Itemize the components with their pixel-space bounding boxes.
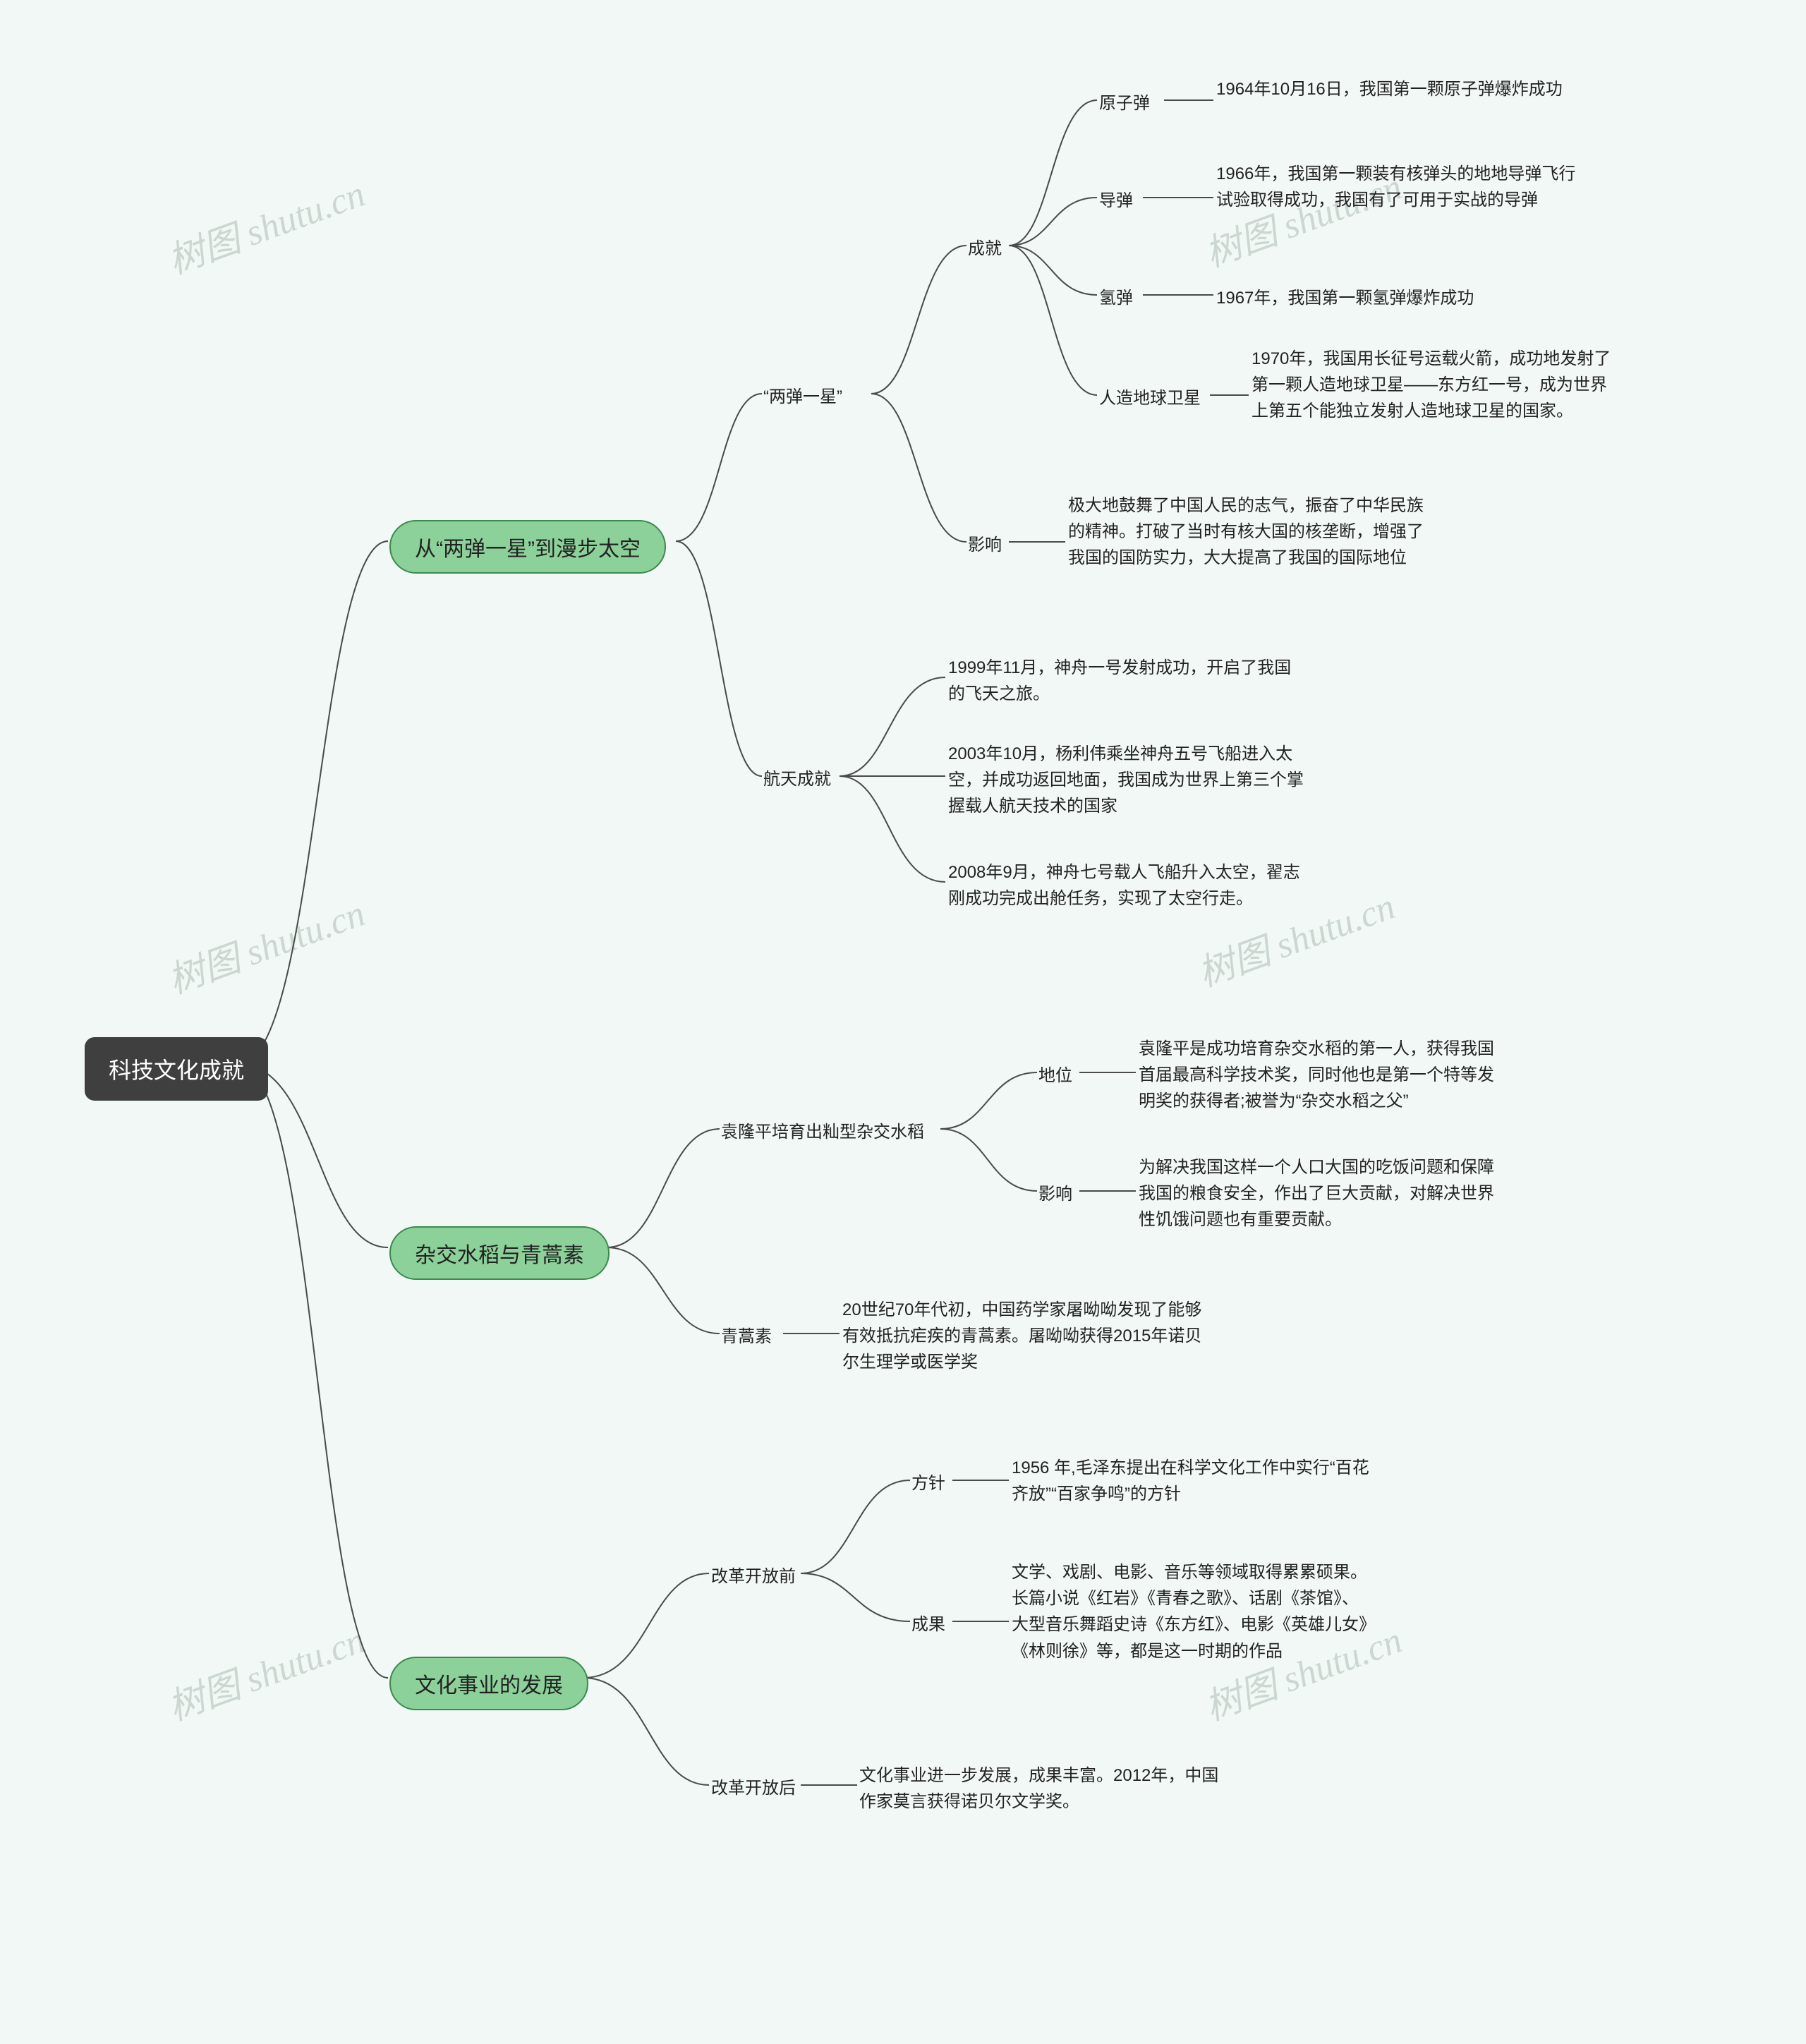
leaf-shenzhou1: 1999年11月，神舟一号发射成功，开启了我国的飞天之旅。 — [948, 655, 1308, 707]
leaf-policy: 1956 年,毛泽东提出在科学文化工作中实行“百花齐放”“百家争鸣”的方针 — [1012, 1455, 1371, 1507]
leaf-satellite: 1970年，我国用长征号运载火箭，成功地发射了第一颗人造地球卫星——东方红一号，… — [1252, 346, 1611, 425]
leaf-status: 袁隆平是成功培育杂交水稻的第一人，获得我国首届最高科学技术奖，同时他也是第一个特… — [1139, 1036, 1498, 1115]
leaf-missile: 1966年，我国第一颗装有核弹头的地地导弹飞行试验取得成功，我国有了可用于实战的… — [1216, 161, 1576, 213]
leaf-impact-1: 极大地鼓舞了中国人民的志气，振奋了中华民族的精神。打破了当时有核大国的核垄断，增… — [1068, 492, 1428, 572]
branch-rice[interactable]: 杂交水稻与青蒿素 — [389, 1226, 610, 1280]
sub-atom[interactable]: 原子弹 — [1099, 90, 1150, 116]
sub-missile[interactable]: 导弹 — [1099, 188, 1133, 214]
watermark: 树图 shutu.cn — [159, 883, 371, 1003]
leaf-hbomb: 1967年，我国第一颗氢弹爆炸成功 — [1216, 285, 1474, 311]
sub-achievements[interactable]: 成就 — [968, 236, 1002, 262]
sub-yuan[interactable]: 袁隆平培育出籼型杂交水稻 — [721, 1119, 924, 1145]
branch-space[interactable]: 从“两弹一星”到漫步太空 — [389, 520, 666, 574]
connector-layer — [0, 0, 1806, 2044]
leaf-shenzhou7: 2008年9月，神舟七号载人飞船升入太空，翟志刚成功完成出舱任务，实现了太空行走… — [948, 859, 1308, 912]
sub-impact-1[interactable]: 影响 — [968, 532, 1002, 558]
sub-status[interactable]: 地位 — [1038, 1063, 1072, 1089]
leaf-impact-2: 为解决我国这样一个人口大国的吃饭问题和保障我国的粮食安全，作出了巨大贡献，对解决… — [1139, 1154, 1498, 1233]
root-node[interactable]: 科技文化成就 — [85, 1037, 268, 1101]
sub-impact-2[interactable]: 影响 — [1038, 1181, 1072, 1207]
leaf-atom: 1964年10月16日，我国第一颗原子弹爆炸成功 — [1216, 76, 1563, 102]
sub-two-bombs[interactable]: “两弹一星” — [763, 384, 842, 410]
sub-hbomb[interactable]: 氢弹 — [1099, 285, 1133, 311]
sub-pre-reform[interactable]: 改革开放前 — [711, 1564, 796, 1590]
watermark: 树图 shutu.cn — [159, 164, 371, 284]
leaf-results: 文学、戏剧、电影、音乐等领域取得累累硕果。长篇小说《红岩》《青春之歌》、话剧《茶… — [1012, 1559, 1371, 1664]
sub-policy[interactable]: 方针 — [911, 1470, 945, 1496]
leaf-qinghao: 20世纪70年代初，中国药学家屠呦呦发现了能够有效抵抗疟疾的青蒿素。屠呦呦获得2… — [842, 1297, 1202, 1376]
branch-culture[interactable]: 文化事业的发展 — [389, 1657, 588, 1710]
sub-results[interactable]: 成果 — [911, 1611, 945, 1638]
leaf-shenzhou5: 2003年10月，杨利伟乘坐神舟五号飞船进入太空，并成功返回地面，我国成为世界上… — [948, 741, 1308, 820]
sub-qinghao[interactable]: 青蒿素 — [721, 1324, 772, 1350]
sub-post-reform[interactable]: 改革开放后 — [711, 1775, 796, 1801]
sub-satellite[interactable]: 人造地球卫星 — [1099, 385, 1201, 411]
sub-space-achieve[interactable]: 航天成就 — [763, 766, 831, 792]
watermark: 树图 shutu.cn — [159, 1610, 371, 1730]
leaf-post-reform: 文化事业进一步发展，成果丰富。2012年，中国作家莫言获得诺贝尔文学奖。 — [859, 1762, 1219, 1815]
